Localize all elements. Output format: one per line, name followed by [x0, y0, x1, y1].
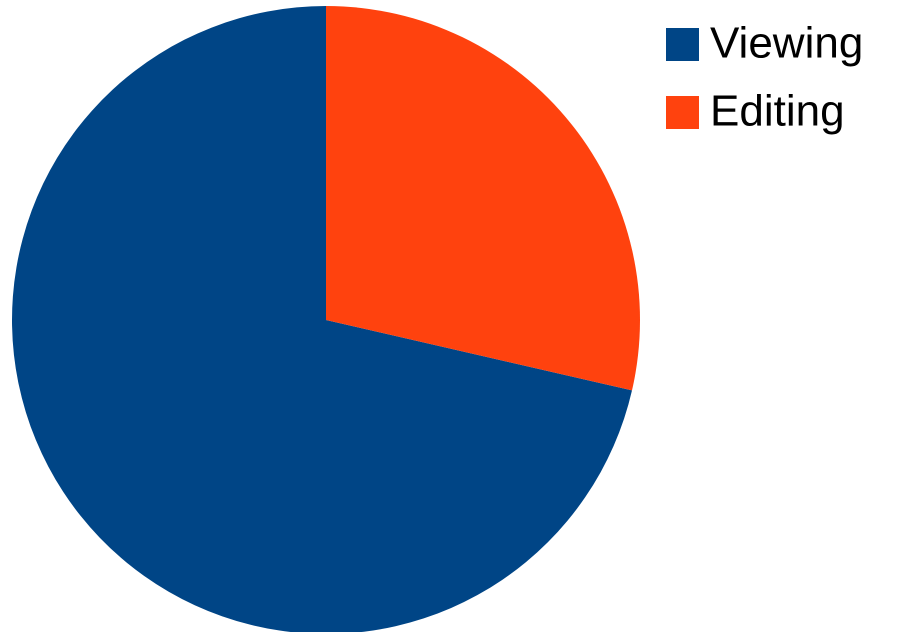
pie-slice — [12, 6, 633, 632]
legend-swatch — [666, 96, 699, 129]
legend-swatch — [666, 28, 699, 61]
pie-slice — [326, 6, 641, 391]
legend-label: Viewing — [710, 19, 863, 68]
legend-label: Editing — [710, 87, 845, 136]
